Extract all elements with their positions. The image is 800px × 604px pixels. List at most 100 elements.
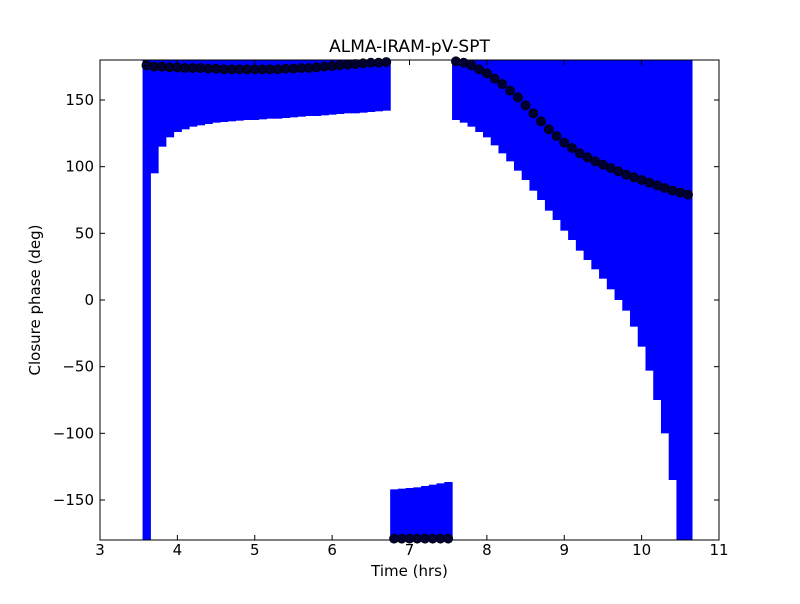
data-point: [505, 85, 515, 96]
error-bar: [366, 60, 376, 112]
error-bar: [622, 60, 631, 311]
x-tick-label: 9: [559, 541, 569, 559]
error-bar: [266, 60, 275, 119]
error-bar: [335, 60, 345, 115]
data-point: [683, 189, 693, 200]
error-bar: [397, 488, 407, 540]
error-bar: [513, 60, 523, 171]
error-bar: [158, 60, 167, 147]
y-axis-label: Closure phase (deg): [26, 225, 44, 376]
error-bar: [150, 60, 159, 174]
error-bar: [212, 60, 221, 123]
error-bar: [428, 484, 438, 540]
y-tick-label: −50: [62, 358, 94, 376]
error-bar: [181, 60, 190, 130]
error-bar: [475, 60, 484, 133]
error-bar: [258, 60, 267, 120]
data-point: [481, 68, 492, 79]
x-tick-label: 10: [632, 541, 651, 559]
error-bar: [274, 60, 283, 119]
error-bar: [498, 60, 507, 154]
error-bar: [374, 60, 384, 112]
y-tick-label: −150: [53, 491, 94, 509]
data-point: [536, 116, 546, 127]
error-bar: [289, 60, 298, 118]
error-bar: [537, 60, 546, 200]
error-bar: [219, 60, 229, 123]
error-bar: [188, 60, 198, 127]
error-bar: [250, 60, 260, 121]
error-bar: [243, 60, 252, 121]
error-bar: [436, 483, 445, 540]
x-tick-label: 11: [709, 541, 728, 559]
error-bar: [165, 60, 175, 138]
data-point: [512, 92, 523, 103]
x-tick-label: 3: [95, 541, 105, 559]
error-bar: [490, 60, 500, 146]
data-point: [489, 73, 500, 84]
error-bar: [606, 60, 616, 290]
data-point: [559, 137, 570, 148]
x-tick-label: 5: [250, 541, 260, 559]
error-bar: [351, 60, 360, 114]
error-bar: [452, 60, 461, 121]
error-bar: [227, 60, 237, 122]
error-bar: [637, 60, 647, 347]
error-bar: [521, 60, 531, 180]
y-tick-label: 100: [65, 158, 94, 176]
error-bar: [235, 60, 244, 121]
y-tick-label: −100: [53, 424, 94, 442]
error-bar: [173, 60, 182, 132]
data-point: [551, 131, 562, 141]
error-bar: [413, 487, 422, 540]
data-point: [528, 108, 539, 119]
error-bar: [668, 60, 678, 481]
error-bar: [359, 60, 368, 113]
error-bar: [544, 60, 554, 211]
data-point: [574, 148, 585, 159]
error-bar: [305, 60, 314, 116]
x-tick-label: 8: [482, 541, 492, 559]
error-bar: [684, 60, 693, 540]
data-point: [381, 57, 392, 67]
error-bar: [382, 60, 391, 111]
data-point: [474, 64, 485, 75]
data-point: [520, 100, 531, 111]
error-bar: [645, 60, 654, 371]
error-bar: [467, 60, 476, 127]
error-bar: [196, 60, 206, 126]
data-point: [582, 152, 593, 163]
data-point: [543, 124, 554, 135]
error-bar: [204, 60, 213, 124]
error-bar: [506, 60, 515, 162]
error-bar: [405, 488, 414, 540]
y-tick-label: 150: [65, 91, 94, 109]
error-bar: [390, 489, 399, 540]
data-point: [497, 79, 508, 89]
data-point: [443, 533, 454, 544]
chart-title: ALMA-IRAM-pV-SPT: [329, 37, 490, 57]
error-bar: [297, 60, 306, 117]
error-bar: [676, 60, 685, 540]
error-bar: [630, 60, 639, 327]
error-bar: [614, 60, 623, 301]
error-bar: [328, 60, 337, 115]
error-bar: [459, 60, 469, 123]
y-tick-label: 50: [75, 224, 94, 242]
data-point: [466, 60, 477, 71]
error-bar: [421, 486, 430, 540]
error-bar: [312, 60, 322, 117]
error-bar: [529, 60, 538, 191]
error-bar: [483, 60, 492, 138]
error-bar: [142, 60, 151, 540]
x-tick-label: 4: [173, 541, 183, 559]
error-bar: [660, 60, 670, 434]
error-bar: [320, 60, 329, 116]
error-bar: [653, 60, 662, 401]
x-tick-label: 6: [327, 541, 337, 559]
x-tick-label: 7: [405, 541, 415, 559]
y-tick-label: 0: [84, 291, 94, 309]
data-point: [567, 143, 577, 153]
error-bar: [343, 60, 353, 114]
